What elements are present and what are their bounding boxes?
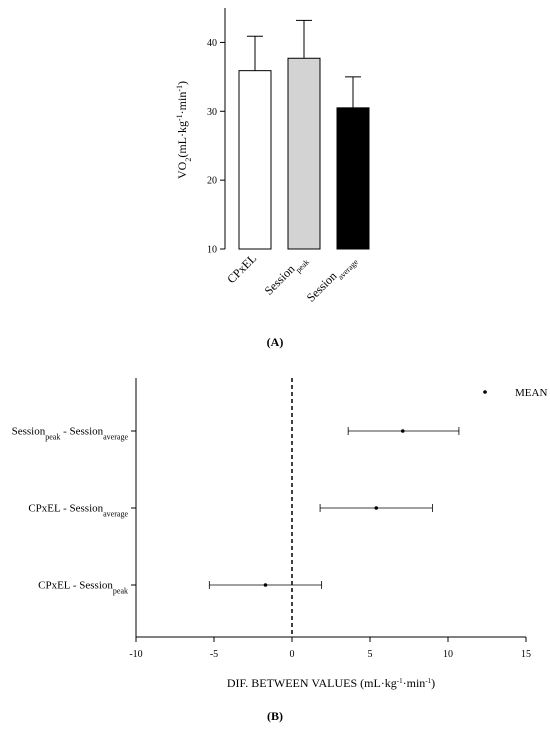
mean-difference-point <box>263 583 268 587</box>
y-tick-label: 40 <box>207 38 217 49</box>
category-label: CPxEL <box>224 251 259 286</box>
y-tick-label: 20 <box>207 176 217 187</box>
x-tick-label: 0 <box>290 649 295 660</box>
bar <box>238 70 272 250</box>
panel-label-a: (A) <box>267 335 284 349</box>
mean-difference-point <box>400 429 405 433</box>
comparison-label: Sessionpeak - Sessionaverage <box>12 426 129 442</box>
legend-marker <box>483 390 487 394</box>
x-tick-label: 5 <box>368 649 373 660</box>
bar <box>287 57 321 250</box>
legend-label: MEAN DIF. <box>515 387 550 399</box>
bar <box>336 107 370 250</box>
y-tick-label: 10 <box>207 245 217 256</box>
category-label: Sessionaverage <box>304 251 360 307</box>
x-tick-label: 10 <box>443 649 453 660</box>
x-axis-title-b: DIF. BETWEEN VALUES (mL·kg-1·min-1) <box>227 676 435 690</box>
y-axis-title-a: VO2(mL·kg-1·min-1) <box>175 81 193 179</box>
y-tick-label: 30 <box>207 107 217 118</box>
comparison-label: CPxEL - Sessionaverage <box>28 503 128 519</box>
category-label: Sessionpeak <box>262 251 311 300</box>
panel-b-difference-plot: -10 -5 0 5 10 15 Sessionpeak - Sessionaverage… <box>12 378 550 723</box>
x-tick-label: -10 <box>129 649 142 660</box>
x-tick-label: -5 <box>210 649 218 660</box>
comparison-label: CPxEL - Sessionpeak <box>38 580 128 596</box>
mean-difference-point <box>374 506 379 510</box>
panel-label-b: (B) <box>267 709 283 723</box>
legend: MEAN DIF. <box>483 387 550 399</box>
x-tick-label: 15 <box>521 649 531 660</box>
